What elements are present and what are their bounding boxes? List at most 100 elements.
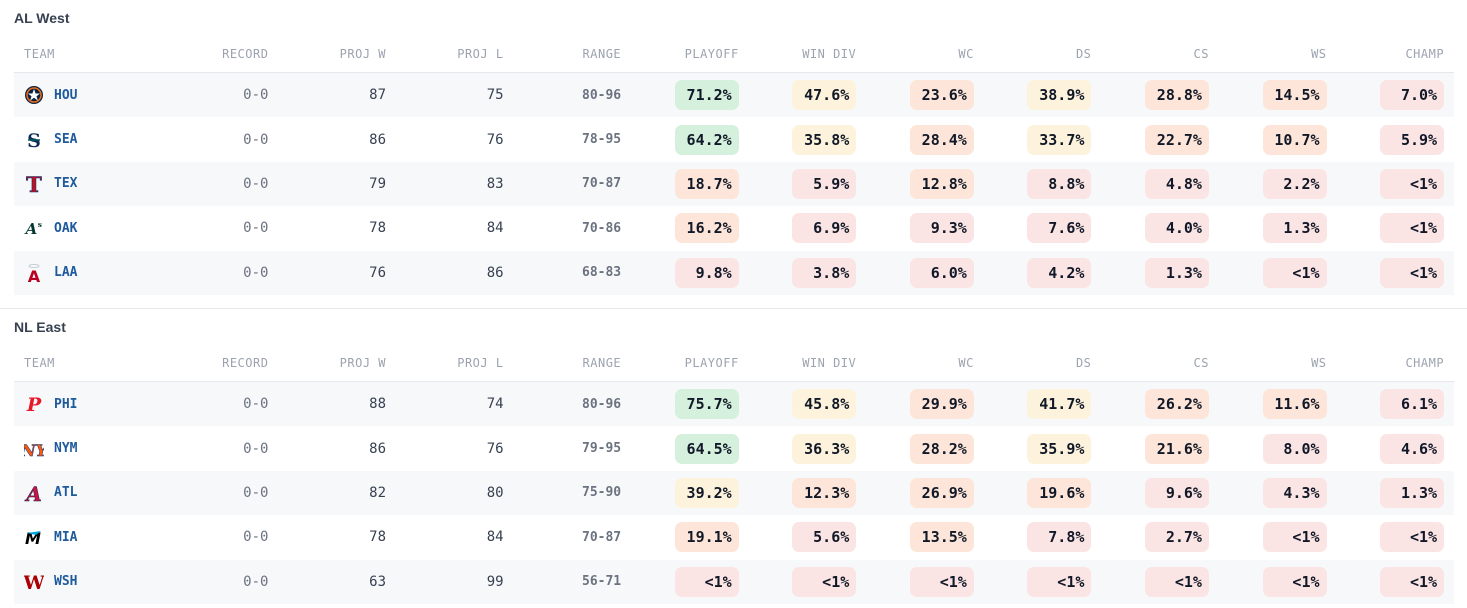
proj-l-cell: 84 [486, 220, 504, 237]
column-header-champ[interactable]: CHAMP [1405, 47, 1445, 61]
record-cell: 0-0 [243, 264, 269, 281]
table-row: T TEX 0-0 79 83 70-87 18.7% 5.9% 12.8% 8.8% 4.8% 2.… [14, 161, 1454, 207]
team-abbr-link[interactable]: HOU [54, 87, 78, 103]
column-header-proj-w[interactable]: PROJ W [339, 355, 387, 370]
team-abbr-link[interactable]: MIA [54, 529, 78, 545]
proj-l-cell: 76 [486, 131, 504, 148]
champ-cell: <1% [1337, 522, 1455, 553]
svg-text:s: s [38, 221, 42, 230]
range-cell: 80-96 [582, 87, 622, 103]
proj-l-cell: 83 [486, 175, 504, 192]
team-cell[interactable]: M MIA [14, 527, 161, 547]
team-abbr-link[interactable]: WSH [54, 574, 78, 590]
playoff-cell: 71.2% [631, 80, 749, 111]
wc-cell: 13.5% [866, 522, 984, 553]
range-cell: 70-87 [582, 529, 622, 545]
team-cell[interactable]: NY NYM [14, 439, 161, 458]
proj-w-cell: 78 [369, 220, 387, 237]
proj-l-cell: 75 [486, 87, 504, 104]
odds-pill: 35.9% [1027, 433, 1092, 464]
table-row: HOU 0-0 87 75 80-96 71.2% 47.6% 23.6% 38.9% 28.8%… [14, 73, 1454, 118]
team-abbr-link[interactable]: PHI [54, 396, 78, 412]
column-header-range[interactable]: RANGE [582, 355, 622, 370]
column-header-ws[interactable]: WS [1311, 355, 1327, 370]
odds-pill: 16.2% [674, 213, 739, 244]
team-abbr-link[interactable]: NYM [54, 441, 78, 457]
team-cell[interactable]: HOU [14, 85, 161, 105]
wc-cell: 28.2% [866, 433, 984, 464]
team-abbr-link[interactable]: TEX [54, 176, 78, 192]
mariners-icon: S [24, 130, 44, 150]
column-header-team[interactable]: TEAM [24, 47, 55, 61]
ds-cell: 19.6% [984, 477, 1102, 508]
column-header-proj-w[interactable]: PROJ W [339, 47, 387, 61]
column-header-playoff[interactable]: PLAYOFF [684, 47, 739, 61]
column-header-win-div[interactable]: WIN DIV [802, 47, 857, 61]
cs-cell: 2.7% [1101, 522, 1219, 553]
svg-text:A: A [24, 220, 37, 238]
ws-cell: 11.6% [1219, 389, 1337, 420]
column-header-champ[interactable]: CHAMP [1405, 355, 1445, 370]
column-header-proj-l[interactable]: PROJ L [457, 47, 504, 61]
column-header-record[interactable]: RECORD [222, 355, 269, 370]
cs-cell: <1% [1101, 566, 1219, 597]
team-abbr-link[interactable]: OAK [54, 220, 78, 236]
column-header-proj-l[interactable]: PROJ L [457, 355, 504, 370]
column-header-ds[interactable]: DS [1075, 355, 1092, 370]
odds-pill: 64.2% [674, 124, 739, 155]
odds-pill: 4.0% [1144, 213, 1209, 244]
wc-cell: 23.6% [866, 80, 984, 111]
mets-icon: NY [24, 439, 44, 458]
playoff-cell: 19.1% [631, 522, 749, 553]
proj-w-cell: 78 [369, 529, 387, 546]
column-header-record[interactable]: RECORD [222, 47, 269, 61]
odds-pill: 7.0% [1380, 80, 1445, 111]
column-header-cs[interactable]: CS [1193, 47, 1209, 61]
wc-cell: 9.3% [866, 213, 984, 244]
win-div-cell: 12.3% [749, 477, 867, 508]
wc-cell: 28.4% [866, 124, 984, 155]
odds-pill: 45.8% [792, 389, 857, 420]
team-cell[interactable]: A LAA [14, 263, 161, 283]
column-header-range[interactable]: RANGE [582, 47, 622, 61]
team-abbr-link[interactable]: SEA [54, 132, 78, 148]
column-header-wc[interactable]: WC [958, 47, 974, 61]
win-div-cell: <1% [749, 566, 867, 597]
team-cell[interactable]: A ATL [14, 483, 161, 503]
win-div-cell: 5.6% [749, 522, 867, 553]
rangers-icon: T [24, 174, 44, 194]
ds-cell: 4.2% [984, 257, 1102, 288]
champ-cell: <1% [1337, 213, 1455, 244]
odds-pill: 2.2% [1262, 168, 1327, 199]
column-header-cs[interactable]: CS [1193, 355, 1209, 370]
column-header-ws[interactable]: WS [1311, 47, 1327, 61]
proj-l-cell: 99 [486, 573, 504, 590]
team-cell[interactable]: P PHI [14, 394, 161, 414]
odds-pill: 4.8% [1144, 168, 1209, 199]
odds-pill: 4.6% [1380, 433, 1445, 464]
table-row: A LAA 0-0 76 86 68-83 9.8% 3.8% 6.0% 4.2% 1.3% <1% <… [14, 250, 1454, 295]
column-header-wc[interactable]: WC [958, 355, 974, 370]
odds-pill: 8.8% [1027, 168, 1092, 199]
record-cell: 0-0 [243, 484, 269, 501]
proj-w-cell: 79 [369, 175, 387, 192]
odds-pill: 39.2% [674, 477, 739, 508]
standings-table: TEAM RECORD PROJ W PROJ L RANGE PLAYOFF WIN DI… [14, 345, 1454, 604]
column-header-playoff[interactable]: PLAYOFF [684, 355, 739, 370]
team-abbr-link[interactable]: LAA [54, 265, 78, 281]
team-abbr-link[interactable]: ATL [54, 485, 78, 501]
range-cell: 79-95 [582, 441, 622, 457]
ds-cell: 8.8% [984, 168, 1102, 199]
range-cell: 68-83 [582, 265, 622, 281]
team-cell[interactable]: T TEX [14, 174, 161, 194]
team-cell[interactable]: S SEA [14, 130, 161, 150]
column-header-team[interactable]: TEAM [24, 355, 55, 370]
column-header-win-div[interactable]: WIN DIV [802, 355, 857, 370]
odds-pill: 41.7% [1027, 389, 1092, 420]
proj-l-cell: 84 [486, 529, 504, 546]
win-div-cell: 47.6% [749, 80, 867, 111]
team-cell[interactable]: W WSH [14, 572, 161, 592]
column-header-ds[interactable]: DS [1075, 47, 1092, 61]
odds-pill: 19.6% [1027, 477, 1092, 508]
